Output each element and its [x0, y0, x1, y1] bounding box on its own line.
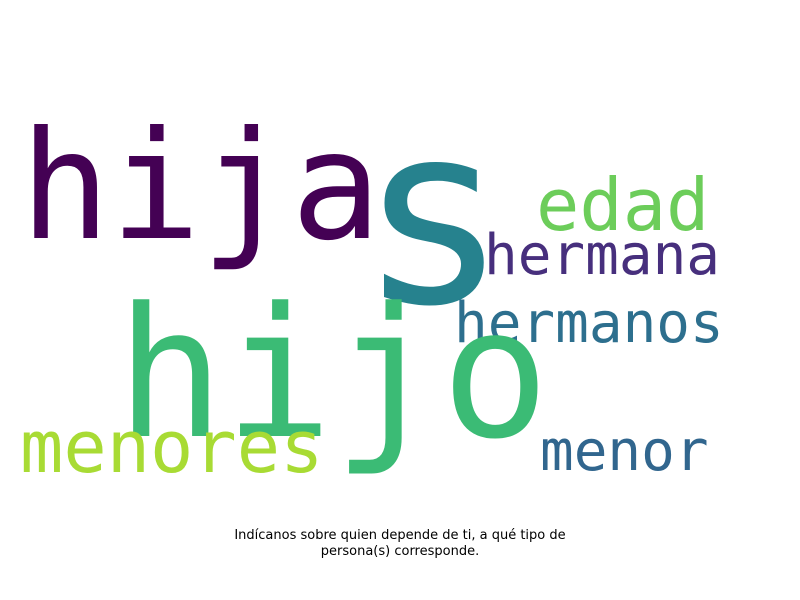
word-cloud: hija s edad hermana hermanos hijo menore… — [20, 70, 724, 489]
word-hermana: hermana — [484, 223, 720, 288]
word-hijo: hijo — [116, 270, 549, 479]
word-menor: menor — [540, 419, 709, 484]
caption-line-1: Indícanos sobre quien depende de ti, a q… — [234, 528, 566, 543]
word-hermanos: hermanos — [454, 291, 724, 356]
word-s: s — [358, 70, 509, 361]
word-edad: edad — [536, 163, 709, 247]
caption: Indícanos sobre quien depende de ti, a q… — [0, 528, 800, 560]
word-hija: hija — [20, 100, 381, 274]
caption-line-2: persona(s) corresponde. — [320, 544, 480, 559]
word-menores: menores — [20, 405, 323, 489]
